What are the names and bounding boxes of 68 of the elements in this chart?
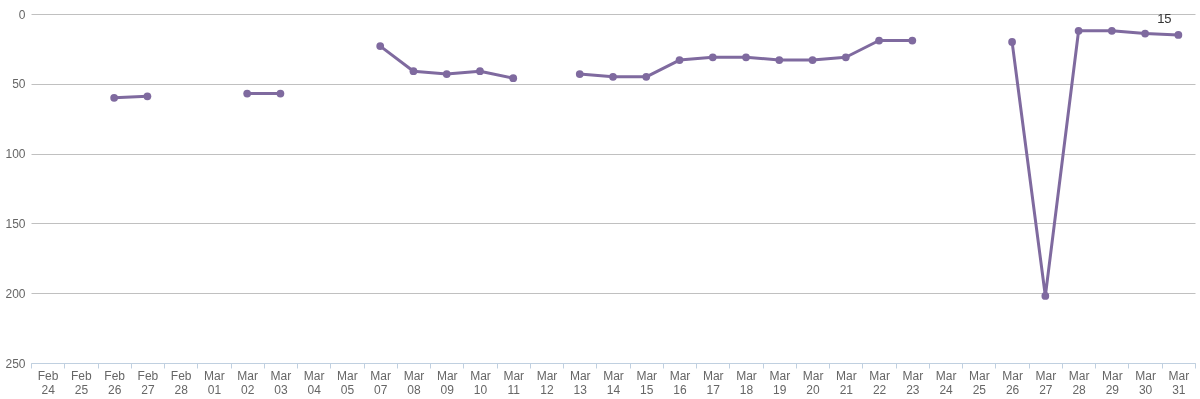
point — [1074, 26, 1083, 35]
point — [476, 67, 484, 76]
point — [742, 53, 750, 62]
x-tick-label: Mar 15 — [636, 368, 658, 397]
point — [642, 72, 651, 81]
x-tick-label: Feb 24 — [37, 368, 59, 397]
point — [143, 92, 152, 101]
point — [675, 56, 684, 64]
point — [243, 89, 252, 98]
y-tick-label: 50 — [12, 77, 26, 92]
x-tick-label: Mar 30 — [1135, 368, 1156, 397]
point — [808, 56, 817, 64]
x-tick-label: Mar 05 — [337, 368, 358, 397]
x-tick-label: Mar 03 — [270, 368, 292, 397]
x-tick-label: Mar 31 — [1168, 368, 1190, 397]
x-tick-label: Mar 18 — [736, 368, 757, 397]
point — [1107, 26, 1116, 35]
x-tick-label: Mar 11 — [503, 368, 525, 397]
point — [708, 53, 717, 62]
point — [1174, 31, 1183, 39]
point — [609, 72, 617, 81]
point — [1141, 29, 1149, 38]
y-tick-label: 150 — [5, 216, 26, 231]
x-tick-label: Mar 19 — [769, 368, 791, 397]
point — [110, 93, 119, 102]
x-tick-label: Mar 16 — [669, 368, 691, 397]
x-tick-label: Feb 25 — [71, 368, 93, 397]
point — [442, 70, 451, 78]
point — [875, 36, 883, 45]
y-tick-label: 250 — [5, 356, 26, 371]
x-tick-label: Mar 04 — [303, 368, 325, 397]
x-tick-label: Feb 26 — [104, 368, 126, 397]
x-tick-label: Mar 09 — [436, 368, 458, 397]
y-tick-label: 100 — [5, 147, 26, 162]
y-tick-label: 0 — [18, 7, 26, 22]
x-tick-label: Mar 10 — [470, 368, 491, 397]
point — [376, 42, 385, 50]
x-tick-label: Mar 27 — [1035, 368, 1057, 397]
x-tick-label: Mar 25 — [968, 368, 990, 397]
x-tick-label: Mar 29 — [1102, 368, 1123, 397]
x-tick-label: Mar 17 — [702, 368, 724, 397]
point — [908, 36, 917, 45]
x-tick-label: Mar 28 — [1068, 368, 1090, 397]
x-tick-label: Mar 26 — [1002, 368, 1023, 397]
x-tick-label: Mar 22 — [869, 368, 890, 397]
point — [409, 67, 418, 76]
point — [575, 70, 584, 78]
x-tick-label: Mar 02 — [237, 368, 259, 397]
x-tick-label: Mar 13 — [569, 368, 591, 397]
y-tick-label: 200 — [5, 286, 26, 301]
x-tick-label: Feb 27 — [137, 368, 159, 397]
point — [509, 74, 518, 83]
x-tick-label: Mar 12 — [536, 368, 558, 397]
x-tick-label: Feb 28 — [170, 368, 192, 397]
x-tick-label: Mar 07 — [370, 368, 392, 397]
point — [841, 53, 850, 62]
x-tick-label: Mar 23 — [902, 368, 924, 397]
x-tick-label: Mar 21 — [835, 368, 857, 397]
x-tick-label: Mar 01 — [204, 368, 225, 397]
x-tick-label: Mar 20 — [802, 368, 824, 397]
point — [1041, 292, 1050, 300]
point — [276, 89, 285, 98]
x-tick-label: Mar 24 — [935, 368, 957, 397]
point — [775, 56, 784, 64]
point — [1008, 38, 1016, 46]
x-tick-label: Mar 08 — [403, 368, 425, 397]
annotation: 15 — [1157, 10, 1172, 26]
x-tick-label: Mar 14 — [603, 368, 624, 397]
